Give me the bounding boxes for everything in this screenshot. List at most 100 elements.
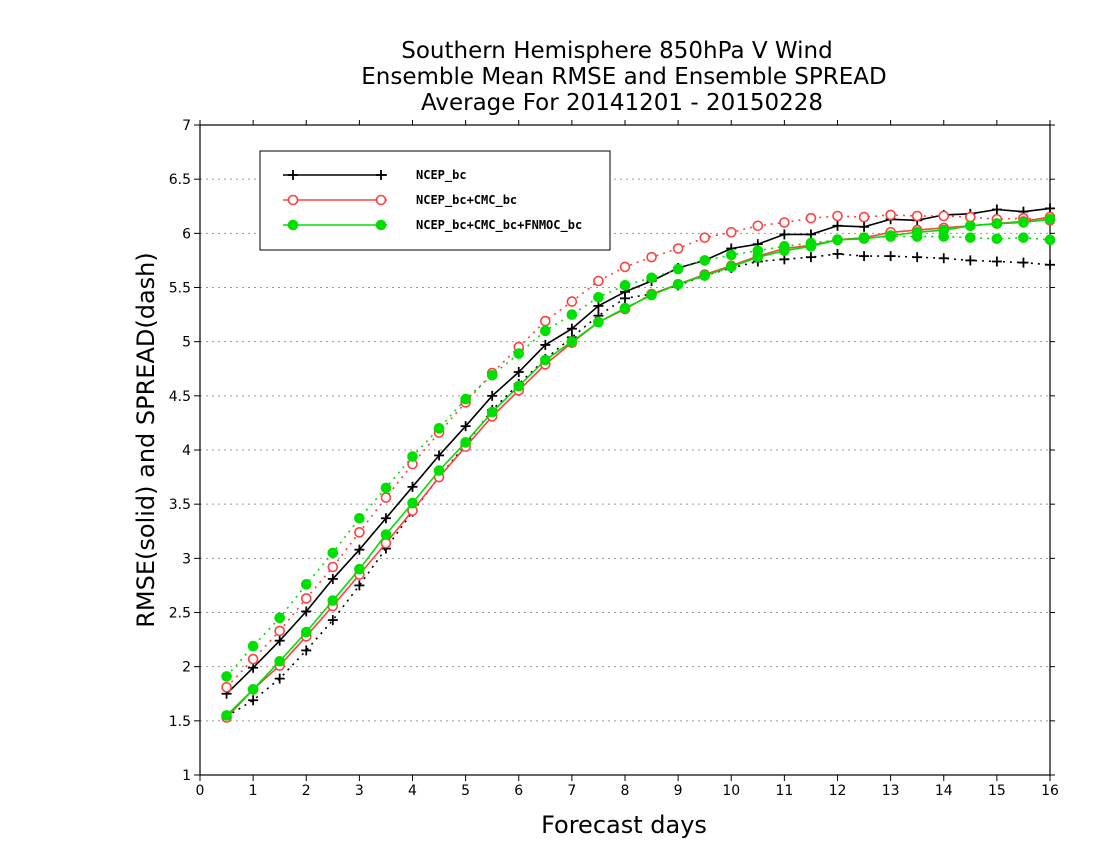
data-point-1-spread bbox=[938, 253, 949, 264]
data-point-3-rmse bbox=[832, 234, 843, 246]
data-point-3-rmse bbox=[752, 251, 764, 263]
data-point-3-spread bbox=[274, 612, 285, 624]
data-point-2-spread bbox=[725, 226, 737, 238]
data-point-3-spread bbox=[247, 640, 259, 652]
x-tick-label: 12 bbox=[829, 783, 847, 799]
data-point-1-spread bbox=[301, 645, 312, 656]
legend-marker bbox=[288, 170, 298, 180]
data-point-3-rmse bbox=[1018, 217, 1029, 228]
data-point-3-rmse bbox=[593, 316, 604, 328]
data-point-1-rmse bbox=[540, 339, 551, 350]
data-point-1-rmse bbox=[434, 450, 445, 461]
data-point-1-rmse bbox=[805, 229, 816, 240]
legend-marker bbox=[376, 170, 386, 180]
data-point-3-spread bbox=[566, 309, 578, 320]
data-point-3-spread bbox=[380, 482, 392, 494]
data-point-1-spread bbox=[354, 580, 365, 591]
data-point-3-rmse bbox=[247, 684, 259, 695]
y-tick-label: 5.5 bbox=[169, 281, 191, 297]
chart-title-line-2: Ensemble Mean RMSE and Ensemble SPREAD bbox=[361, 64, 886, 90]
series-layer bbox=[221, 203, 1056, 723]
data-point-2-spread bbox=[699, 232, 710, 243]
series-line-2-spread bbox=[226, 214, 1051, 688]
x-tick-label: 9 bbox=[674, 783, 683, 799]
y-tick-label: 3 bbox=[182, 551, 191, 567]
data-point-3-spread bbox=[991, 233, 1003, 245]
data-point-3-spread bbox=[1018, 232, 1029, 243]
data-point-2-spread bbox=[354, 527, 365, 538]
data-point-2-spread bbox=[593, 275, 604, 287]
y-tick-label: 1.5 bbox=[169, 714, 191, 730]
legend-label: NCEP_bc+CMC_bc+FNMOC_bc bbox=[416, 218, 582, 233]
data-point-3-rmse bbox=[619, 302, 631, 314]
data-point-3-rmse bbox=[646, 289, 657, 301]
data-point-3-rmse bbox=[991, 218, 1003, 229]
x-tick-label: 10 bbox=[722, 783, 740, 799]
data-point-2-spread bbox=[646, 251, 657, 263]
data-point-2-spread bbox=[885, 209, 896, 221]
data-point-3-rmse bbox=[699, 270, 710, 281]
data-point-1-spread bbox=[805, 252, 816, 263]
data-point-1-spread bbox=[1045, 259, 1055, 270]
series-line-3-spread bbox=[225, 235, 1051, 677]
x-tick-label: 5 bbox=[461, 783, 470, 799]
data-point-3-rmse bbox=[540, 354, 551, 366]
legend-marker bbox=[375, 219, 387, 231]
data-point-1-rmse bbox=[301, 606, 312, 617]
data-point-3-spread bbox=[699, 255, 710, 266]
data-point-3-rmse bbox=[725, 261, 737, 273]
data-point-3-rmse bbox=[460, 437, 471, 448]
x-tick-label: 15 bbox=[988, 783, 1006, 799]
data-point-3-rmse bbox=[274, 655, 285, 667]
x-axis: 0 1 2 3 4 5 6 7 8 9 10 11 12 13 14 15 16 bbox=[196, 120, 1059, 799]
data-point-1-spread bbox=[832, 248, 843, 259]
data-point-1-spread bbox=[991, 256, 1002, 267]
data-point-3-rmse bbox=[965, 220, 976, 232]
y-axis-label: RMSE(solid) and SPREAD(dash) bbox=[132, 252, 160, 628]
data-point-1-rmse bbox=[1045, 203, 1055, 214]
data-point-3-spread bbox=[486, 369, 498, 381]
x-tick-label: 8 bbox=[621, 783, 630, 799]
y-tick-label: 6.5 bbox=[169, 172, 191, 188]
x-tick-label: 4 bbox=[408, 783, 417, 799]
data-point-3-rmse bbox=[380, 529, 392, 540]
data-point-2-spread bbox=[566, 296, 578, 307]
data-point-2-spread bbox=[300, 593, 312, 604]
data-point-3-spread bbox=[965, 232, 976, 243]
data-point-1-spread bbox=[327, 615, 338, 626]
y-tick-label: 2 bbox=[182, 660, 191, 676]
data-point-3-spread bbox=[725, 249, 737, 261]
data-point-1-spread bbox=[274, 673, 285, 684]
y-tick-label: 6 bbox=[182, 226, 191, 242]
x-tick-label: 11 bbox=[775, 783, 793, 799]
data-point-2-spread bbox=[221, 681, 232, 693]
data-point-3-spread bbox=[672, 263, 684, 275]
data-point-3-rmse bbox=[805, 241, 817, 252]
data-point-1-spread bbox=[885, 251, 896, 262]
data-point-1-rmse bbox=[593, 300, 604, 311]
data-point-3-rmse bbox=[327, 595, 339, 606]
x-tick-label: 6 bbox=[514, 783, 523, 799]
data-point-3-rmse bbox=[672, 278, 684, 290]
data-point-1-rmse bbox=[407, 481, 418, 492]
data-point-1-rmse bbox=[380, 513, 391, 524]
data-point-3-rmse bbox=[513, 380, 525, 392]
data-point-3-spread bbox=[593, 291, 604, 303]
data-point-1-rmse bbox=[274, 635, 285, 646]
data-point-3-rmse bbox=[858, 233, 870, 245]
legend-label: NCEP_bc bbox=[416, 168, 467, 183]
data-point-3-rmse bbox=[1044, 213, 1056, 225]
data-point-2-rmse bbox=[380, 537, 392, 549]
data-point-1-rmse bbox=[513, 367, 524, 377]
data-point-3-spread bbox=[354, 512, 365, 524]
data-point-3-spread bbox=[327, 547, 339, 559]
legend: NCEP_bc NCEP_bc+CMC_bc NCEP_bc+CMC_bc+FNMO… bbox=[259, 150, 611, 251]
y-tick-label: 1 bbox=[182, 768, 191, 784]
data-point-3-spread bbox=[619, 280, 631, 291]
data-point-3-rmse bbox=[407, 497, 418, 509]
data-point-1-spread bbox=[912, 252, 923, 263]
data-point-2-spread bbox=[752, 220, 764, 232]
chart-title-line-3: Average For 20141201 - 20150228 bbox=[421, 90, 823, 116]
chart-title-line-1: Southern Hemisphere 850hPa V Wind bbox=[401, 38, 832, 64]
data-point-1-rmse bbox=[779, 229, 790, 240]
